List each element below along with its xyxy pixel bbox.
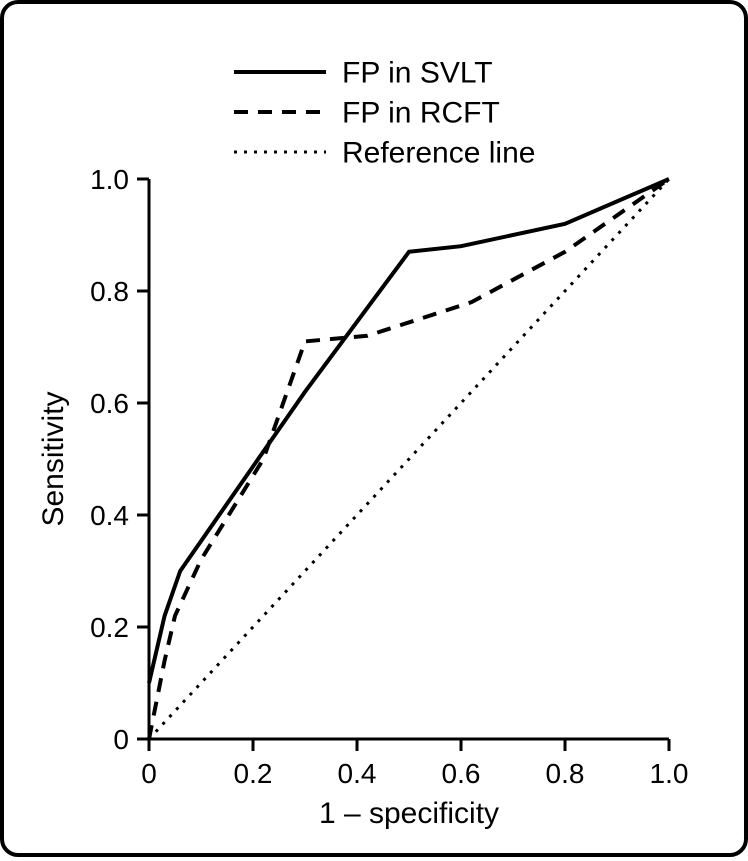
y-tick-label: 0.8: [90, 276, 129, 307]
legend-label: Reference line: [342, 137, 535, 170]
x-tick-label: 0.8: [546, 758, 585, 789]
series-fp-in-svlt: [149, 179, 669, 683]
x-tick-label: 0.6: [442, 758, 481, 789]
x-axis-label: 1 – specificity: [319, 797, 499, 830]
x-tick-label: 0.2: [234, 758, 273, 789]
y-tick-label: 0: [113, 724, 129, 755]
series-reference-line: [149, 179, 669, 739]
legend-label: FP in RCFT: [342, 97, 500, 130]
y-tick-label: 1.0: [90, 164, 129, 195]
legend-label: FP in SVLT: [342, 57, 493, 90]
y-tick-label: 0.6: [90, 388, 129, 419]
y-axis-label: Sensitivity: [37, 391, 70, 526]
y-tick-label: 0.2: [90, 612, 129, 643]
x-tick-label: 0.4: [338, 758, 377, 789]
x-tick-label: 0: [141, 758, 157, 789]
chart-frame: 0 0.2 0.4 0.6 0.8 1.0 0 0.2 0.4 0.6 0.8 1.0 1 – spec…: [0, 0, 748, 857]
x-tick-label: 1.0: [650, 758, 689, 789]
y-tick-label: 0.4: [90, 500, 129, 531]
roc-chart: 0 0.2 0.4 0.6 0.8 1.0 0 0.2 0.4 0.6 0.8 1.0 1 – spec…: [4, 4, 748, 861]
